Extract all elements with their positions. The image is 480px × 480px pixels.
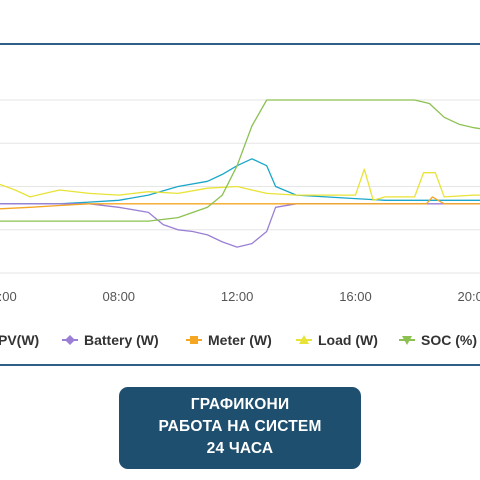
legend-label-0: PV(W) [0,332,39,348]
legend-marker-1 [65,335,75,345]
x-tick-label: 20:00 [458,289,480,304]
x-tick-label: 16:00 [339,289,372,304]
legend-label-4: SOC (%) [421,332,477,348]
legend-label-1: Battery (W) [84,332,159,348]
grid [0,99,480,274]
caption-line-2: РАБОТА НА СИСТЕМ [158,418,322,435]
series-line-4 [0,99,480,222]
legend-marker-3 [299,335,309,344]
legend-label-3: Load (W) [318,332,378,348]
x-tick-label: 08:00 [103,289,136,304]
legend-label-2: Meter (W) [208,332,272,348]
series-lines [0,99,480,248]
legend: PV(W) Battery (W) Meter (W) Load (W) SOC (%) [0,332,477,348]
legend-marker-2 [190,336,198,344]
chart-card: 04:00 08:00 12:00 16:00 20:00 PV(W) Battery (… [0,43,480,366]
x-tick-label: 04:00 [0,289,17,304]
line-chart: 04:00 08:00 12:00 16:00 20:00 PV(W) Battery (… [0,99,480,348]
series-line-1 [0,203,480,248]
caption-line-1: ГРАФИКОНИ [190,396,290,413]
caption-box: ГРАФИКОНИ РАБОТА НА СИСТЕМ 24 ЧАСА [119,387,361,469]
legend-marker-4 [402,336,412,345]
series-line-2 [0,196,480,210]
x-tick-label: 12:00 [221,289,254,304]
series-line-3 [0,168,480,201]
x-axis-ticks: 04:00 08:00 12:00 16:00 20:00 [0,289,480,304]
caption-line-3: 24 ЧАСА [206,440,274,457]
series-line-0 [0,158,480,205]
